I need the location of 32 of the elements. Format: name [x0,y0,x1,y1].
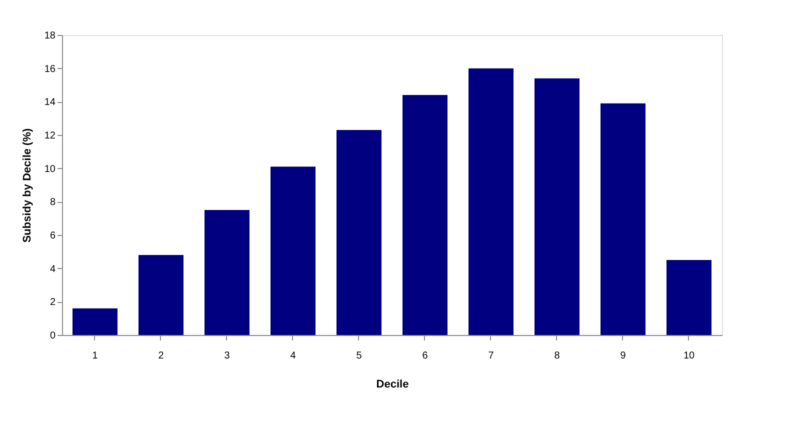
bar [600,103,646,335]
y-tick-label: 4 [50,264,56,275]
x-tick-label: 8 [554,350,560,362]
x-tick-label: 9 [620,350,626,362]
y-tick-label: 16 [44,64,56,75]
x-tick-label: 3 [224,350,230,362]
bar [138,255,184,335]
bar [666,260,712,335]
bar [270,166,316,335]
x-axis-title: Decile [376,378,409,390]
x-tick-label: 4 [290,350,296,362]
bar [468,68,514,335]
y-tick-label: 10 [44,164,56,175]
y-axis-title: Subsidy by Decile (%) [21,128,34,243]
x-tick-label: 6 [422,350,428,362]
y-tick-label: 18 [44,30,56,42]
bar [534,78,580,335]
y-tick-label: 2 [50,297,56,308]
x-tick-label: 5 [356,350,362,362]
bar [402,95,448,335]
y-tick-label: 6 [50,230,56,242]
y-tick-label: 14 [44,97,56,108]
x-tick-label: 10 [683,350,695,362]
x-tick-label: 2 [158,350,164,362]
bar [72,308,118,335]
y-tick-label: 8 [50,197,56,208]
y-tick-label: 0 [50,330,56,342]
x-tick-label: 7 [488,350,494,362]
bar [336,130,382,335]
y-tick-label: 12 [44,130,56,142]
x-tick-label: 1 [92,350,98,362]
bar [204,210,250,335]
